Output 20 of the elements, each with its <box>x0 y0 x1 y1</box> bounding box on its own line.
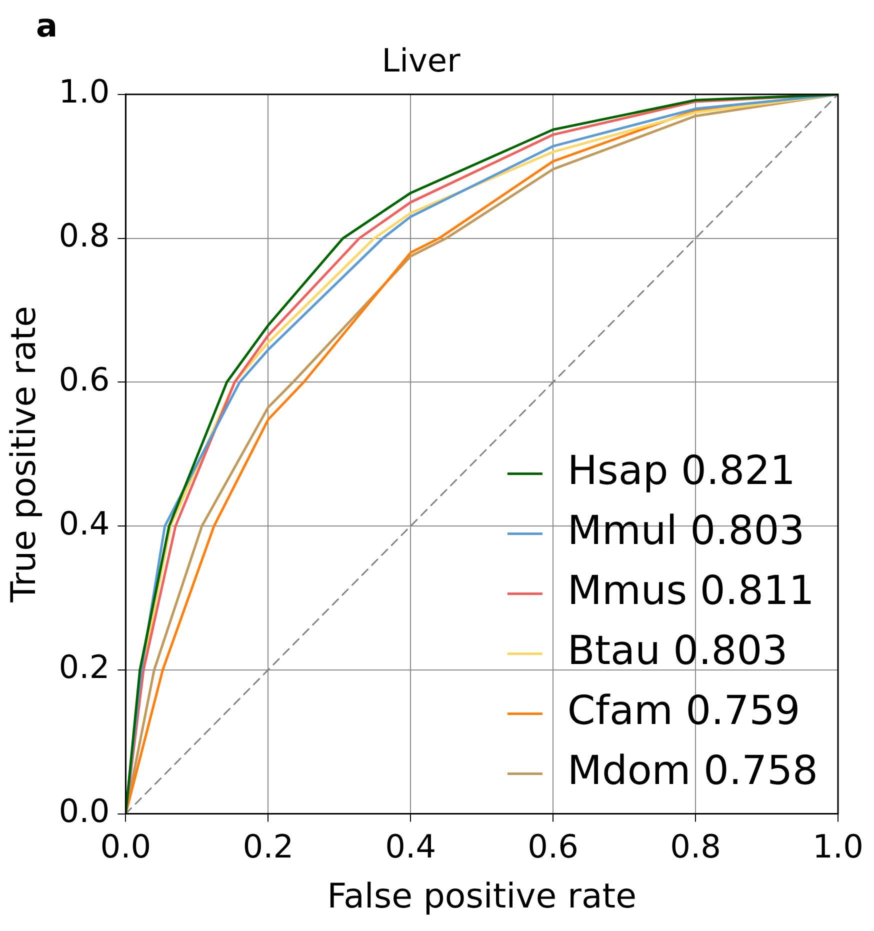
x-tick-label: 0.6 <box>528 827 579 866</box>
legend-label: Hsap 0.821 <box>567 448 796 494</box>
legend-label: Btau 0.803 <box>567 628 788 674</box>
legend-label: Mdom 0.758 <box>567 748 818 794</box>
y-tick-label: 0.6 <box>58 360 110 398</box>
y-tick-label: 0.2 <box>58 648 110 686</box>
x-tick-label: 0.4 <box>385 827 436 866</box>
chart-title: Liver <box>382 42 462 80</box>
y-tick-label: 0.8 <box>58 216 110 255</box>
y-axis-title: True positive rate <box>4 306 44 604</box>
legend-label: Cfam 0.759 <box>567 688 800 734</box>
y-tick-label: 1.0 <box>58 72 110 111</box>
x-tick-label: 1.0 <box>812 827 864 866</box>
y-tick-label: 0.4 <box>58 504 110 542</box>
legend-label: Mmus 0.811 <box>567 568 814 614</box>
legend-label: Mmul 0.803 <box>567 508 805 554</box>
x-tick-label: 0.8 <box>670 827 721 866</box>
x-tick-label: 0.2 <box>242 827 294 866</box>
text: a <box>36 6 58 44</box>
x-axis-title: False positive rate <box>327 876 637 916</box>
